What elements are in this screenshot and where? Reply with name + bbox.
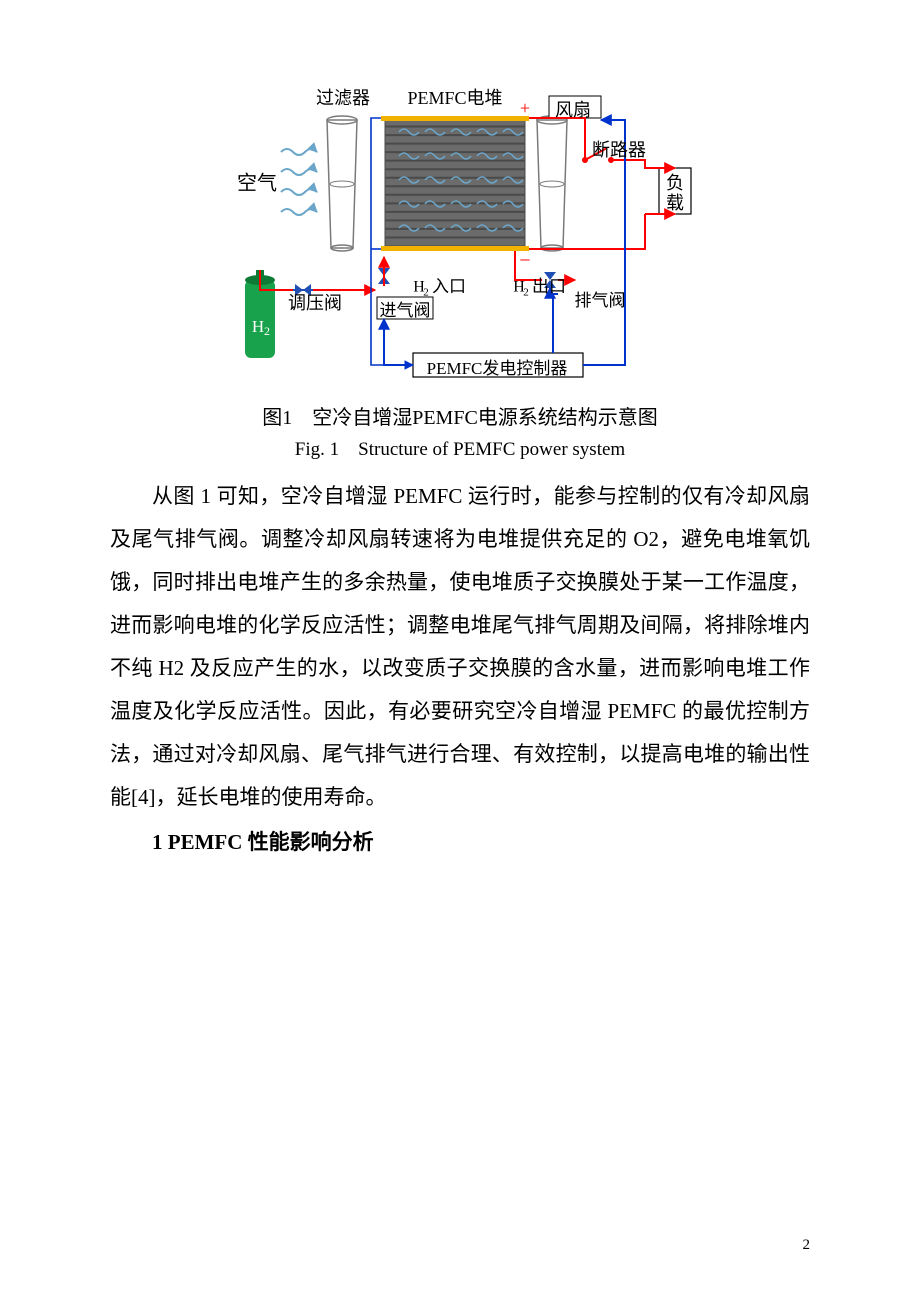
svg-text:PEMFC电堆: PEMFC电堆 xyxy=(407,88,502,108)
svg-text:−: − xyxy=(519,250,530,272)
svg-text:调压阀: 调压阀 xyxy=(288,293,342,313)
figure-1-caption-en: Fig. 1 Structure of PEMFC power system xyxy=(110,434,810,461)
figure-1-container: 过滤器PEMFC电堆风扇断路器负载空气H2调压阀H2入口H2出口进气阀排气阀PE… xyxy=(110,80,810,395)
page: 过滤器PEMFC电堆风扇断路器负载空气H2调压阀H2入口H2出口进气阀排气阀PE… xyxy=(0,0,920,1302)
svg-text:负: 负 xyxy=(666,173,684,193)
svg-text:2: 2 xyxy=(523,287,529,299)
body-text: 从图 1 可知，空冷自增湿 PEMFC 运行时，能参与控制的仅有冷却风扇及尾气排… xyxy=(110,475,810,864)
page-number: 2 xyxy=(803,1237,811,1254)
svg-text:PEMFC发电控制器: PEMFC发电控制器 xyxy=(427,359,568,378)
svg-text:排气阀: 排气阀 xyxy=(575,291,626,310)
svg-text:风扇: 风扇 xyxy=(555,100,591,120)
figure-1-caption-cn: 图1 空冷自增湿PEMFC电源系统结构示意图 xyxy=(110,401,810,430)
svg-text:入口: 入口 xyxy=(432,277,466,296)
svg-text:进气阀: 进气阀 xyxy=(380,301,431,320)
svg-text:2: 2 xyxy=(264,324,270,338)
section-1-heading: 1 PEMFC 性能影响分析 xyxy=(110,821,810,864)
svg-text:+: + xyxy=(520,98,530,118)
paragraph-1: 从图 1 可知，空冷自增湿 PEMFC 运行时，能参与控制的仅有冷却风扇及尾气排… xyxy=(110,475,810,819)
svg-text:出口: 出口 xyxy=(532,277,566,296)
figure-1-diagram: 过滤器PEMFC电堆风扇断路器负载空气H2调压阀H2入口H2出口进气阀排气阀PE… xyxy=(225,80,695,390)
svg-text:断路器: 断路器 xyxy=(592,140,646,160)
svg-text:载: 载 xyxy=(666,193,684,213)
svg-text:过滤器: 过滤器 xyxy=(316,88,370,108)
svg-text:空气: 空气 xyxy=(237,172,277,195)
svg-text:H: H xyxy=(252,317,264,336)
svg-text:2: 2 xyxy=(423,287,429,299)
